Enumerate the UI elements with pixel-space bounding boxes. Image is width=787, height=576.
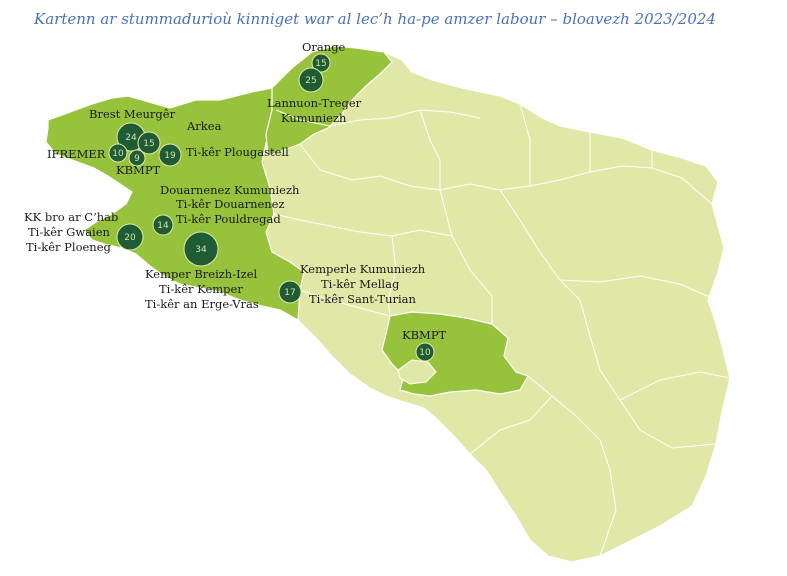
bubble-marker <box>278 280 302 304</box>
label-kemper-2: Ti-kêr Kemper <box>159 282 243 296</box>
bubble-kemperle[interactable]: 17 <box>278 280 302 304</box>
bubble-marker <box>116 223 144 251</box>
bubble-ifremer[interactable]: 10 <box>108 143 128 163</box>
bubble-marker <box>298 67 324 93</box>
label-kbmpt-brest: KBMPT <box>116 163 161 177</box>
region-finistere <box>45 87 305 321</box>
label-lannion-2: Kumuniezh <box>281 111 347 125</box>
label-kbmpt-vannes: KBMPT <box>402 328 447 342</box>
bubble-kbmpt-vannes[interactable]: 10 <box>415 342 435 362</box>
bubble-kemper[interactable]: 34 <box>183 231 219 267</box>
bubble-marker <box>158 143 182 167</box>
bubble-marker <box>108 143 128 163</box>
bubble-marker <box>152 214 174 236</box>
bubble-value: 20 <box>124 233 136 243</box>
label-kemper-3: Ti-kêr an Erge-Vras <box>145 297 259 311</box>
district-borders <box>273 103 731 557</box>
label-douarnenez-3: Ti-kêr Pouldregad <box>176 212 281 226</box>
bubble-marker <box>311 53 331 73</box>
bubble-marker <box>415 342 435 362</box>
label-lannion-1: Lannuon-Treger <box>267 96 362 110</box>
bubble-value: 10 <box>419 348 431 358</box>
label-ifremer: IFREMER <box>47 147 106 161</box>
bubble-value: 17 <box>284 288 295 298</box>
label-douarnenez-1: Douarnenez Kumuniezh <box>160 183 300 197</box>
map-title: Kartenn ar stummadurioù kinniget war al … <box>34 10 716 28</box>
bubble-arkea[interactable]: 15 <box>137 131 161 155</box>
gulf-inlet <box>397 359 437 385</box>
bubble-lannion[interactable]: 25 <box>298 67 324 93</box>
bubble-value: 34 <box>195 245 207 255</box>
label-brest: Brest Meurgêr <box>89 107 176 121</box>
bubble-value: 24 <box>125 133 137 143</box>
bubble-value: 10 <box>112 149 124 159</box>
bubble-douarnenez[interactable]: 14 <box>152 214 174 236</box>
bubble-marker <box>128 149 146 167</box>
label-douarnenez-2: Ti-kêr Douarnenez <box>176 197 285 211</box>
bubble-value: 19 <box>164 151 176 161</box>
label-kemper-1: Kemper Breizh-Izel <box>145 267 258 281</box>
region-lannion <box>265 45 393 157</box>
bubble-orange[interactable]: 15 <box>311 53 331 73</box>
bubble-value: 14 <box>157 221 169 231</box>
label-kemperle-1: Kemperle Kumuniezh <box>300 262 426 276</box>
bubble-marker <box>183 231 219 267</box>
bubble-kbmpt-brest[interactable]: 9 <box>128 149 146 167</box>
label-kemperle-3: Ti-kêr Sant-Turian <box>309 292 417 306</box>
label-kkcab-3: Ti-kêr Ploeneg <box>26 240 112 254</box>
label-kemperle-2: Ti-kêr Mellag <box>321 277 400 291</box>
bubble-value: 15 <box>315 59 326 69</box>
bubble-value: 25 <box>305 76 316 86</box>
bubble-marker <box>137 131 161 155</box>
bubble-kkcab[interactable]: 20 <box>116 223 144 251</box>
label-plougastell: Ti-kêr Plougastell <box>186 145 289 159</box>
label-orange: Orange <box>302 40 346 54</box>
bubble-plougastell[interactable]: 19 <box>158 143 182 167</box>
label-arkea: Arkea <box>186 119 222 133</box>
bubble-value: 9 <box>134 154 140 164</box>
label-kkcab-1: KK bro ar C’hab <box>24 210 118 224</box>
label-kkcab-2: Ti-kêr Gwaien <box>28 225 111 239</box>
bubble-value: 15 <box>143 139 154 149</box>
